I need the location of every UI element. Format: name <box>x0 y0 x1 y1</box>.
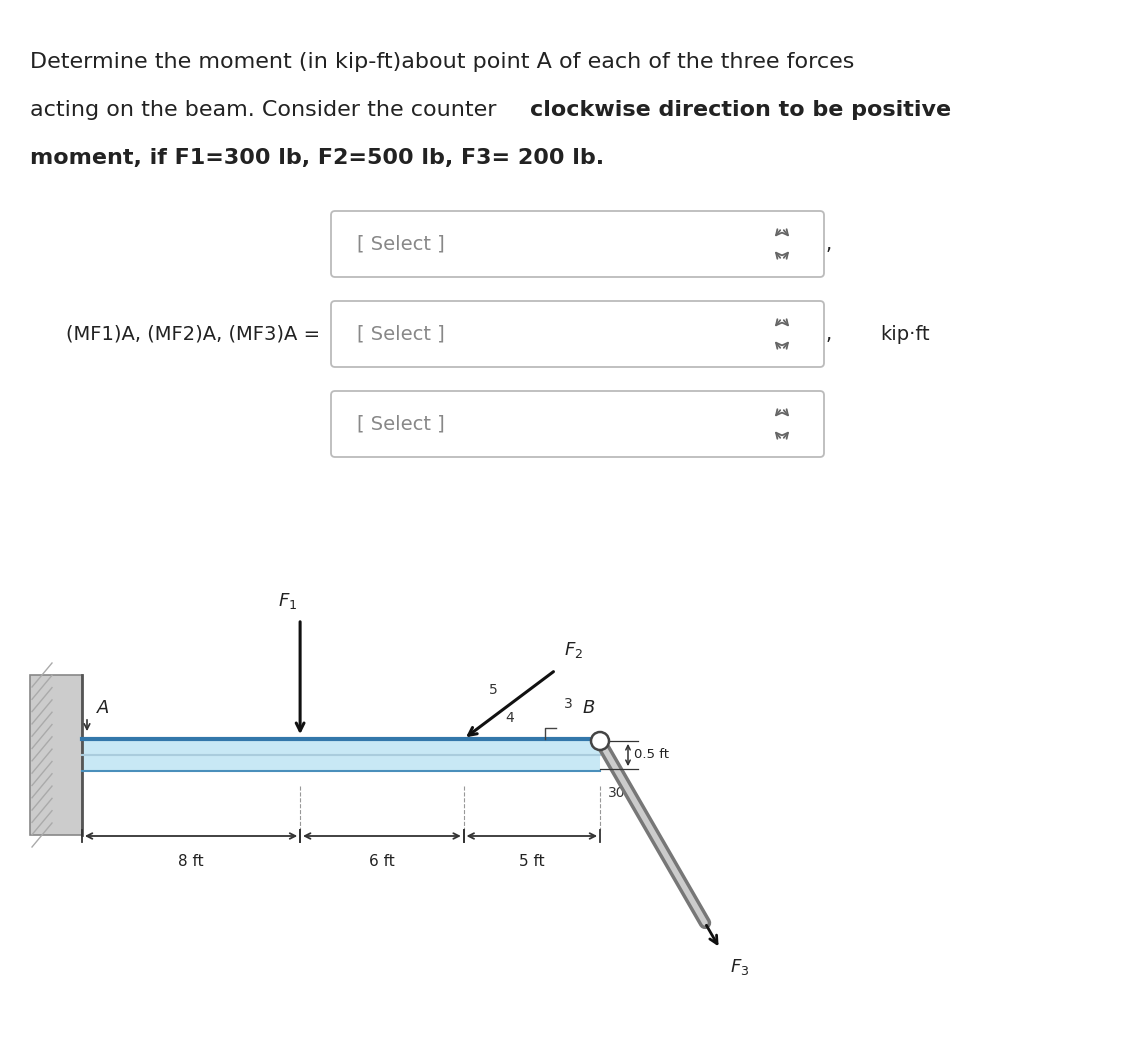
Text: ,: , <box>826 234 832 254</box>
FancyBboxPatch shape <box>331 392 824 457</box>
Text: 30°: 30° <box>608 786 632 800</box>
FancyBboxPatch shape <box>331 301 824 367</box>
FancyBboxPatch shape <box>331 211 824 277</box>
Text: $A$: $A$ <box>96 699 110 717</box>
Text: acting on the beam. Consider the counter: acting on the beam. Consider the counter <box>30 100 497 120</box>
Text: 5: 5 <box>489 682 498 696</box>
Text: clockwise direction to be positive: clockwise direction to be positive <box>530 100 951 120</box>
Text: 0.5 ft: 0.5 ft <box>634 748 669 762</box>
Text: $F_2$: $F_2$ <box>563 640 583 660</box>
Text: 4: 4 <box>505 711 514 725</box>
Text: 6 ft: 6 ft <box>369 854 395 869</box>
Text: kip·ft: kip·ft <box>881 325 930 344</box>
Text: 3: 3 <box>563 697 572 712</box>
Text: (MF1)A, (MF2)A, (MF3)A =: (MF1)A, (MF2)A, (MF3)A = <box>66 325 319 344</box>
Text: 5 ft: 5 ft <box>519 854 545 869</box>
Text: moment, if F1=300 lb, F2=500 lb, F3= 200 lb.: moment, if F1=300 lb, F2=500 lb, F3= 200… <box>30 147 605 168</box>
Text: $F_1$: $F_1$ <box>278 591 298 611</box>
Text: ,: , <box>826 325 832 344</box>
Circle shape <box>591 732 609 750</box>
Text: 8 ft: 8 ft <box>179 854 204 869</box>
Text: [ Select ]: [ Select ] <box>357 415 444 434</box>
Text: Determine the moment (in kip-ft)about point A of each of the three forces: Determine the moment (in kip-ft)about po… <box>30 52 854 72</box>
Text: $B$: $B$ <box>582 699 595 717</box>
Text: [ Select ]: [ Select ] <box>357 234 444 254</box>
Bar <box>82 740 600 771</box>
Text: $F_3$: $F_3$ <box>731 957 749 977</box>
Text: [ Select ]: [ Select ] <box>357 325 444 344</box>
Bar <box>30 675 82 835</box>
